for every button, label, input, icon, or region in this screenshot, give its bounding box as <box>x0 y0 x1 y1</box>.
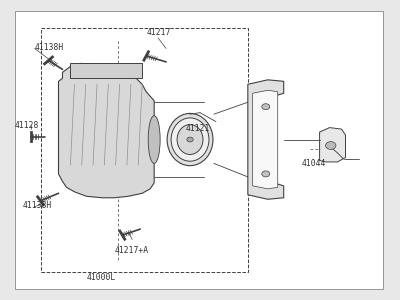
Bar <box>40 28 248 272</box>
Text: 41217: 41217 <box>146 28 170 37</box>
Polygon shape <box>70 63 142 78</box>
Ellipse shape <box>148 116 160 164</box>
Text: 41138H: 41138H <box>23 201 52 210</box>
Circle shape <box>326 142 336 149</box>
Circle shape <box>187 137 193 142</box>
Polygon shape <box>58 63 154 198</box>
Text: 41000L: 41000L <box>86 273 116 282</box>
Polygon shape <box>320 128 346 162</box>
Ellipse shape <box>177 124 203 154</box>
Polygon shape <box>248 80 284 199</box>
Text: 41121: 41121 <box>186 124 210 133</box>
Polygon shape <box>253 90 278 189</box>
Ellipse shape <box>171 118 209 161</box>
Text: 41217+A: 41217+A <box>114 246 148 255</box>
Circle shape <box>262 171 270 177</box>
Text: 41138H: 41138H <box>34 43 64 52</box>
Text: 41128: 41128 <box>15 121 39 130</box>
Text: 41044: 41044 <box>302 159 326 168</box>
Circle shape <box>262 104 270 110</box>
Ellipse shape <box>167 113 213 166</box>
